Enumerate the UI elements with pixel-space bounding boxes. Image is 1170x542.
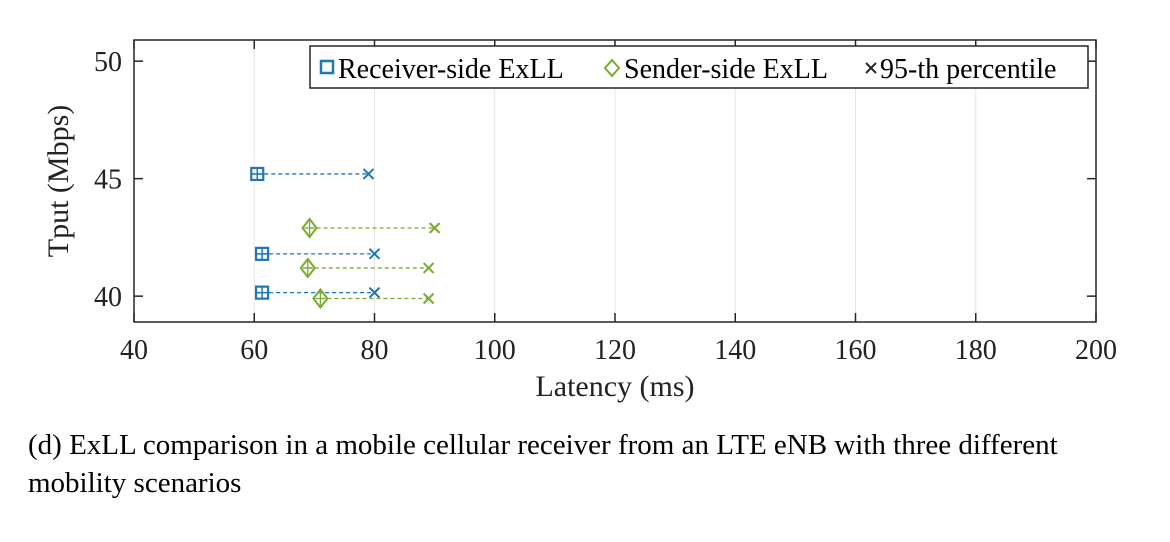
x-tick-label: 180 (955, 335, 997, 366)
legend-label-percentile: 95-th percentile (880, 54, 1056, 85)
percentile-x-marker (422, 262, 435, 274)
percentile-x-marker (368, 248, 381, 260)
x-tick-label: 80 (361, 335, 389, 366)
y-tick-label: 50 (94, 47, 122, 78)
legend: Receiver-side ExLL Sender-side ExLL 95-t… (309, 45, 1089, 89)
x-tick-label: 40 (120, 335, 148, 366)
sender-marker-cross (315, 291, 326, 306)
data-series (250, 166, 441, 310)
percentile-x-marker (362, 168, 375, 180)
legend-label-receiver: Receiver-side ExLL (338, 54, 564, 85)
y-tick-label: 45 (94, 165, 122, 196)
legend-box (309, 45, 1089, 89)
legend-diamond-marker (603, 58, 621, 78)
sender-diamond-marker (301, 217, 318, 239)
chart: 40 60 80 100 120 140 160 180 200 40 45 50 Latency (m… (42, 39, 1117, 403)
legend-label-sender: Sender-side ExLL (624, 54, 828, 85)
x-tick-label: 140 (714, 335, 756, 366)
y-tick-label: 40 (94, 282, 122, 313)
x-axis-title: Latency (ms) (535, 370, 694, 403)
x-tick-label: 160 (835, 335, 877, 366)
plot-frame (133, 39, 1097, 323)
axes: 40 60 80 100 120 140 160 180 200 40 45 50 Latency (m… (42, 39, 1117, 403)
legend-x-marker (865, 62, 877, 74)
x-tick-label: 200 (1075, 335, 1117, 366)
sender-marker-cross (302, 260, 313, 275)
sender-diamond-marker (299, 257, 317, 279)
receiver-marker-cross (256, 247, 269, 260)
figure-caption: (d) ExLL comparison in a mobile cellular… (28, 429, 1058, 499)
x-tick-label: 60 (240, 335, 268, 366)
receiver-marker-cross (256, 286, 269, 299)
x-tick-label: 120 (594, 335, 636, 366)
receiver-marker-cross (251, 167, 264, 180)
percentile-x-marker (428, 222, 441, 234)
sender-marker-cross (304, 221, 315, 235)
x-tick-label: 100 (474, 335, 516, 366)
sender-diamond-marker (312, 287, 329, 310)
percentile-x-marker (422, 292, 435, 305)
percentile-x-marker (368, 286, 381, 299)
y-axis-title: Tput (Mbps) (42, 105, 75, 258)
legend-square-marker (319, 59, 335, 75)
